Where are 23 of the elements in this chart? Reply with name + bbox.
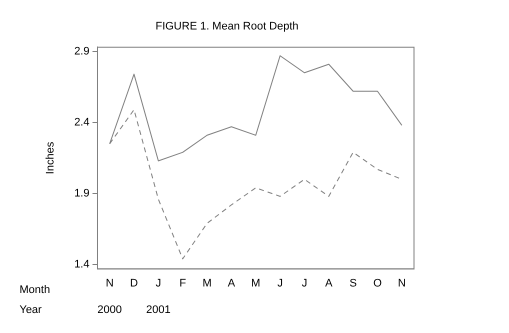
y-tick-label: 2.9 [74, 45, 90, 58]
x-tick-label: A [325, 277, 334, 290]
y-tick-label: 2.4 [74, 116, 90, 129]
text: Month [19, 284, 50, 296]
x-tick-label: N [106, 277, 114, 290]
y-tick-label: 1.4 [74, 258, 90, 271]
x-tick-label: M [202, 277, 212, 290]
chart-title: FIGURE 1. Mean Root Depth [155, 20, 299, 33]
x-tick-label: J [156, 277, 162, 290]
x-tick-label: S [349, 277, 357, 290]
x-tick-label: J [277, 277, 283, 290]
y-axis-title: Inches [44, 141, 57, 174]
y-tick-label: 1.9 [74, 188, 90, 200]
x-tick-label: N [398, 277, 406, 290]
x-tick-label: A [228, 277, 236, 290]
x-tick-label: O [373, 277, 382, 290]
x-tick-label: J [302, 277, 308, 290]
x-tick-label: M [251, 277, 260, 290]
text: Year [19, 304, 42, 316]
text: 2000 [97, 304, 122, 316]
x-tick-label: F [179, 277, 186, 290]
x-tick-label: D [130, 277, 138, 290]
text: 2001 [146, 304, 171, 316]
